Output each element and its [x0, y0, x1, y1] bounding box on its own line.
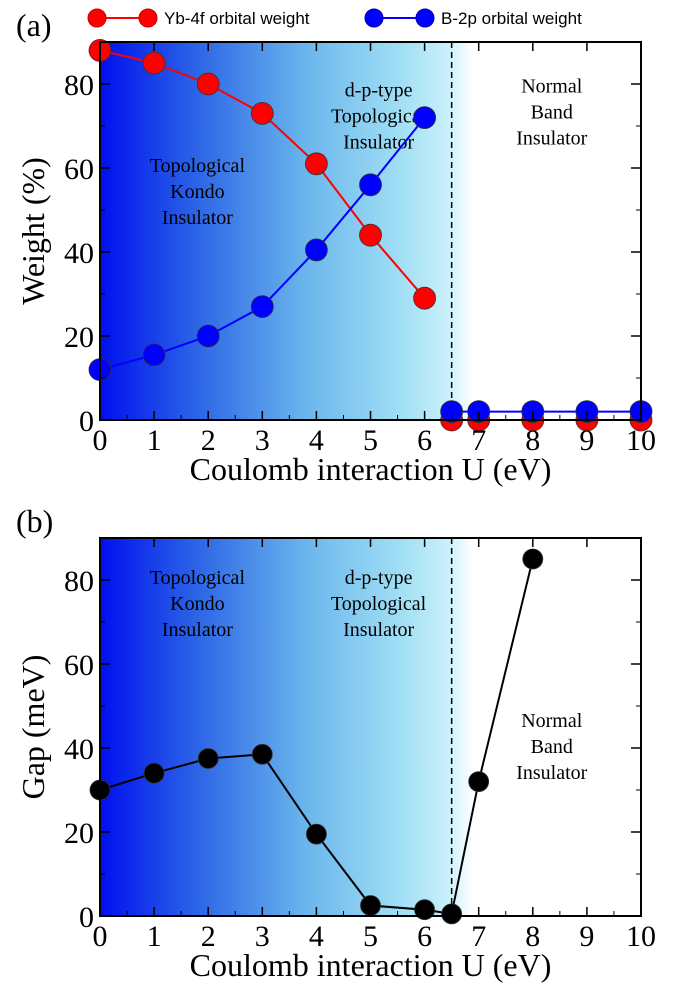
x-tick-label: 4: [309, 920, 324, 953]
data-point: [142, 343, 166, 367]
region-label-line: Band: [531, 736, 573, 758]
y-tick-label: 20: [64, 817, 94, 850]
y-tick-label: 40: [64, 733, 94, 766]
legend-item-yb-4f: Yb-4f orbital weight: [87, 8, 310, 28]
data-point: [143, 762, 165, 784]
region-label-line: Kondo: [170, 181, 224, 203]
data-point: [196, 72, 220, 96]
y-axis-label: Weight (%): [15, 157, 51, 305]
data-point: [196, 324, 220, 348]
region-label: Topological Kondo Insulator: [150, 155, 246, 229]
series-line: [99, 558, 534, 916]
data-point: [359, 223, 382, 247]
x-tick-label: 8: [525, 920, 540, 953]
region-label-line: Band: [531, 101, 573, 123]
data-point: [305, 823, 327, 845]
x-tick-label: 2: [201, 920, 216, 953]
x-tick-label: 3: [255, 424, 270, 457]
data-point: [413, 106, 437, 129]
region-label-line: Insulator: [162, 207, 233, 229]
x-tick-label: 10: [626, 424, 656, 457]
x-tick-label: 10: [626, 920, 656, 953]
x-tick-label: 5: [363, 920, 378, 953]
x-axis-label: Coulomb interaction U (eV): [190, 947, 552, 983]
data-point: [197, 748, 219, 769]
region-label-line: Insulator: [516, 127, 587, 149]
panel-b: Topological Kondo Insulator d-p-type Topolog…: [15, 537, 656, 983]
panel-a: Topological Kondo Insulator d-p-type Topolog…: [15, 39, 656, 487]
y-tick-label: 60: [64, 649, 94, 682]
y-tick-label: 0: [79, 405, 94, 438]
region-label-line: Topological: [150, 155, 246, 177]
phase-background: [100, 538, 474, 916]
legend-item-b-2p: B-2p orbital weight: [364, 8, 582, 28]
data-point: [468, 771, 490, 792]
region-label-line: Topological: [150, 567, 246, 589]
y-axis-label: Gap (meV): [15, 655, 51, 800]
x-tick-label: 1: [147, 920, 162, 953]
data-point: [250, 102, 274, 125]
legend: Yb-4f orbital weight B-2p orbital weight: [87, 8, 582, 28]
x-tick-label: 4: [309, 424, 324, 457]
y-tick-label: 40: [64, 237, 94, 270]
y-tick-label: 80: [64, 69, 94, 102]
data-point: [440, 400, 464, 424]
region-label-line: d-p-type: [345, 80, 413, 102]
y-tick-label: 0: [79, 901, 94, 934]
region-label-line: Insulator: [343, 132, 414, 154]
y-tick-label: 80: [64, 565, 94, 598]
x-tick-label: 6: [417, 920, 432, 953]
x-tick-label: 9: [579, 920, 594, 953]
region-label-line: Normal: [521, 710, 583, 732]
x-tick-label: 5: [363, 424, 378, 457]
x-tick-label: 9: [579, 424, 594, 457]
region-label-line: Kondo: [170, 593, 224, 615]
x-tick-label: 8: [525, 424, 540, 457]
x-tick-label: 7: [471, 424, 486, 457]
data-point: [413, 286, 437, 310]
data-point: [251, 743, 273, 765]
x-tick-label: 6: [417, 424, 432, 457]
region-label-line: Insulator: [516, 762, 587, 784]
data-point: [304, 238, 328, 262]
y-tick-label: 20: [64, 321, 94, 354]
y-tick-label: 60: [64, 153, 94, 186]
legend-swatch-marker: [364, 8, 384, 28]
region-label-line: Topological: [331, 106, 427, 128]
x-tick-label: 1: [147, 424, 162, 457]
x-tick-label: 3: [255, 920, 270, 953]
region-label-line: Insulator: [162, 619, 233, 641]
region-label: Normal Band Insulator: [516, 710, 587, 784]
region-label-line: Insulator: [343, 619, 414, 641]
region-label-line: Normal: [521, 75, 583, 97]
x-tick-label: 2: [201, 424, 216, 457]
data-point: [359, 173, 382, 197]
data-point: [304, 152, 328, 176]
data-point: [522, 548, 544, 570]
legend-label: B-2p orbital weight: [441, 9, 582, 28]
region-label: d-p-type Topological Insulator: [331, 567, 427, 641]
legend-label: Yb-4f orbital weight: [164, 9, 310, 28]
region-label: Normal Band Insulator: [516, 75, 587, 149]
panel-label-b: (b): [16, 503, 53, 539]
region-label: d-p-type Topological Insulator: [331, 80, 427, 154]
region-label-line: d-p-type: [345, 567, 413, 589]
data-point: [250, 295, 274, 319]
data-point: [142, 51, 166, 75]
x-tick-label: 0: [93, 920, 108, 953]
region-label-line: Topological: [331, 593, 427, 615]
x-tick-label: 7: [471, 920, 486, 953]
panel-label-a: (a): [16, 7, 52, 43]
region-label: Topological Kondo Insulator: [150, 567, 246, 641]
x-axis-label: Coulomb interaction U (eV): [190, 451, 552, 487]
legend-swatch-marker: [87, 8, 107, 28]
legend-swatch-marker: [415, 8, 435, 28]
x-tick-label: 0: [93, 424, 108, 457]
legend-swatch-marker: [138, 8, 158, 28]
